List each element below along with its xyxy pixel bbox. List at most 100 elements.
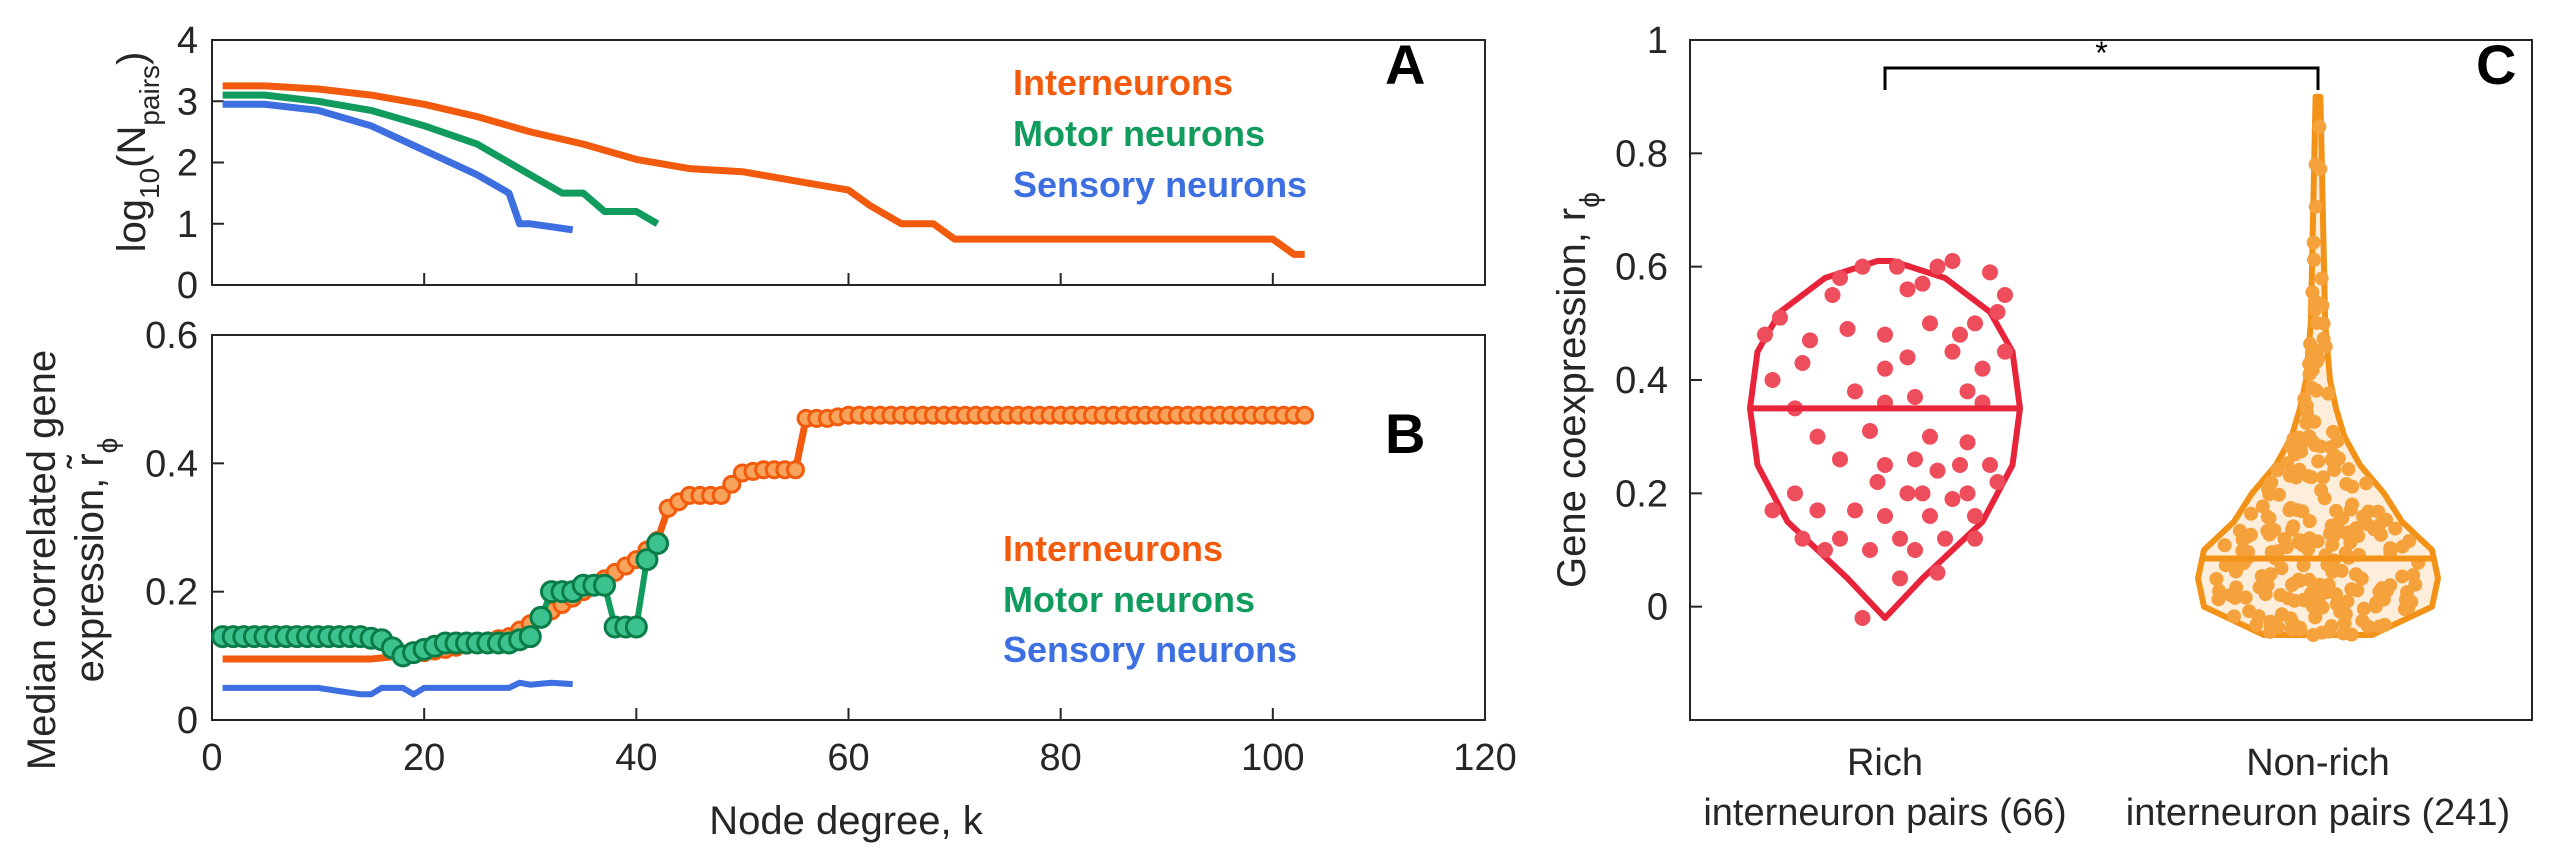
nonrich-data-point xyxy=(2254,569,2269,584)
panel-b-legend-interneurons: Interneurons xyxy=(1003,528,1223,569)
nonrich-data-point xyxy=(2229,580,2244,595)
panel-c-y-tick-label: 1 xyxy=(1647,20,1668,62)
rich-data-point xyxy=(1899,349,1916,366)
panel-a-y-tick-label: 0 xyxy=(177,265,198,307)
rich-data-point xyxy=(1824,287,1841,303)
rich-data-point xyxy=(1757,326,1773,343)
nonrich-data-point xyxy=(2299,415,2314,430)
nonrich-data-point xyxy=(2356,601,2371,616)
nonrich-data-point xyxy=(2241,544,2256,559)
nonrich-data-point xyxy=(2308,199,2323,214)
rich-data-point xyxy=(1997,343,2013,360)
nonrich-data-point xyxy=(2263,614,2278,629)
rich-data-point xyxy=(1914,275,1931,292)
panel-a-y-ticks: 0 1 2 3 4 xyxy=(177,20,224,307)
nonrich-data-point xyxy=(2314,483,2329,498)
panel-a-line-sensory xyxy=(222,100,574,234)
nonrich-data-point xyxy=(2307,252,2322,267)
rich-data-point xyxy=(1802,332,1818,349)
nonrich-data-point xyxy=(2243,527,2258,542)
nonrich-data-point xyxy=(2311,351,2326,366)
panel-a-axes xyxy=(211,39,1486,286)
rich-data-point xyxy=(1809,428,1826,445)
rich-data-point xyxy=(1952,326,1968,343)
rich-data-point xyxy=(1974,360,1991,377)
panel-c-y-tick-label: 0 xyxy=(1647,587,1668,629)
panel-b-label: B xyxy=(1385,402,1425,465)
panel-b-y-tick-label: 0.2 xyxy=(145,572,198,614)
nonrich-data-point xyxy=(2335,511,2350,526)
rich-data-point xyxy=(1967,508,1983,524)
nonrich-data-point xyxy=(2274,561,2289,576)
rich-data-point xyxy=(1959,383,1976,400)
nonrich-data-point xyxy=(2334,563,2349,578)
rich-data-point xyxy=(1967,530,1983,547)
panel-b-x-tick-label: 0 xyxy=(201,737,222,779)
panel-c-label: C xyxy=(2476,33,2516,96)
panel-b-marker-interneurons xyxy=(785,460,805,480)
nonrich-data-point xyxy=(2212,583,2227,598)
nonrich-data-point xyxy=(2406,568,2421,583)
rich-group-label-line2: interneuron pairs (66) xyxy=(1703,792,2066,834)
rich-data-point xyxy=(1847,502,1863,519)
panel-b: 0 0.2 0.4 0.6 0 20 40 60 80 100 120 B Interneuron… xyxy=(20,273,1517,843)
rich-data-point xyxy=(1787,485,1803,502)
panel-a-legend: Interneurons Motor neurons Sensory neuro… xyxy=(1013,62,1307,205)
nonrich-data-point xyxy=(2306,627,2321,642)
rich-data-point xyxy=(1922,315,1938,332)
nonrich-data-point xyxy=(2307,303,2322,318)
nonrich-data-point xyxy=(2349,521,2364,536)
panel-c-y-tick-label: 0.8 xyxy=(1615,133,1668,175)
nonrich-data-point xyxy=(2308,610,2323,625)
nonrich-data-point xyxy=(2375,581,2390,596)
rich-data-point xyxy=(1832,270,1848,286)
rich-data-point xyxy=(1937,530,1953,547)
panel-c-y-tick-label: 0.2 xyxy=(1615,473,1668,515)
nonrich-data-point xyxy=(2321,386,2336,401)
nonrich-data-point xyxy=(2300,405,2315,420)
panel-a-y-tick-label: 2 xyxy=(177,143,198,185)
panel-b-marker-motor xyxy=(529,605,553,629)
nonrich-data-point xyxy=(2308,596,2323,611)
panel-a-legend-sensory: Sensory neurons xyxy=(1013,164,1307,205)
rich-data-point xyxy=(1817,542,1833,558)
rich-data-point xyxy=(1862,423,1878,439)
nonrich-data-point xyxy=(2302,572,2317,587)
nonrich-data-point xyxy=(2227,590,2242,605)
panel-c-y-tick-label: 0.6 xyxy=(1615,247,1668,289)
nonrich-data-point xyxy=(2262,487,2277,502)
nonrich-data-point xyxy=(2348,567,2363,582)
panel-a-legend-interneurons: Interneurons xyxy=(1013,62,1233,103)
rich-data-point xyxy=(1869,474,1886,490)
nonrich-data-point xyxy=(2305,285,2320,300)
rich-data-point xyxy=(1877,508,1893,524)
nonrich-data-point xyxy=(2343,502,2358,517)
nonrich-data-point xyxy=(2318,339,2333,354)
panel-a: 0 1 2 3 4 A Interneurons Motor neurons Senso… xyxy=(110,20,1486,307)
nonrich-data-point xyxy=(2340,594,2355,609)
nonrich-data-point xyxy=(2329,597,2344,612)
significance-bracket: * xyxy=(1883,35,2320,90)
nonrich-data-point xyxy=(2303,336,2318,351)
rich-data-point xyxy=(1877,457,1893,473)
rich-data-point xyxy=(1982,264,1998,281)
nonrich-data-point xyxy=(2302,514,2317,529)
nonrich-data-point xyxy=(2273,588,2288,603)
nonrich-data-point xyxy=(2321,577,2336,592)
rich-data-point xyxy=(1794,530,1811,547)
panel-b-x-tick-label: 60 xyxy=(827,737,869,779)
panel-a-series xyxy=(222,82,1305,258)
nonrich-data-point xyxy=(2277,532,2292,547)
nonrich-data-point xyxy=(2305,434,2320,449)
nonrich-data-point xyxy=(2395,539,2410,554)
nonrich-data-point xyxy=(2324,619,2339,634)
nonrich-data-point xyxy=(2293,437,2308,452)
nonrich-data-point xyxy=(2360,619,2375,634)
significance-bracket-line xyxy=(1883,66,2320,90)
rich-data-point xyxy=(1929,462,1946,479)
panel-b-series xyxy=(211,405,1315,698)
panel-a-legend-motor: Motor neurons xyxy=(1013,113,1265,154)
rich-data-point xyxy=(1899,281,1916,298)
panel-b-marker-interneurons xyxy=(1295,405,1315,425)
rich-data-point xyxy=(1989,304,2006,320)
